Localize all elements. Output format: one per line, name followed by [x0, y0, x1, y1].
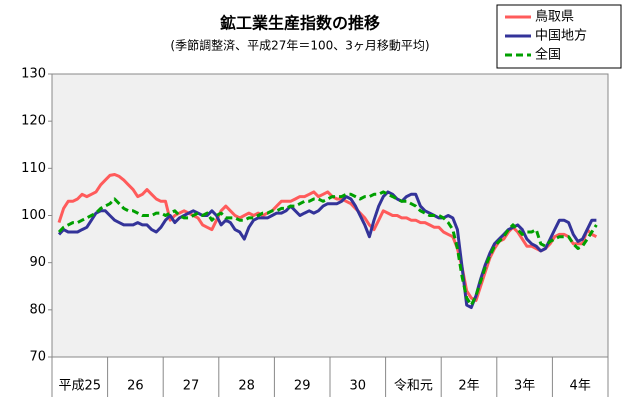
x-tick-label: 30	[350, 379, 367, 394]
plot-area	[51, 73, 609, 358]
y-tick-label: 100	[21, 208, 46, 223]
chart-subtitle: (季節調整済、平成27年＝100、3ヶ月移動平均)	[170, 38, 429, 53]
y-tick-label: 130	[21, 67, 46, 82]
legend-label: 鳥取県	[535, 10, 574, 25]
y-tick-label: 110	[21, 161, 46, 176]
x-tick-label: 令和元	[394, 379, 433, 394]
legend-label: 全国	[535, 47, 561, 63]
legend-label: 中国地方	[535, 28, 587, 44]
y-tick-label: 90	[29, 255, 46, 270]
x-tick-label: 29	[294, 379, 311, 394]
x-tick-label: 3年	[514, 379, 535, 394]
x-tick-label: 27	[183, 379, 200, 394]
x-tick-label: 2年	[458, 379, 479, 394]
y-tick-label: 70	[29, 350, 46, 365]
y-tick-label: 80	[29, 302, 46, 317]
x-tick-label: 4年	[570, 379, 591, 394]
x-tick-label: 28	[238, 379, 255, 394]
y-tick-label: 120	[21, 114, 46, 129]
series-line	[57, 190, 598, 307]
chart-title: 鉱工業生産指数の推移	[220, 14, 380, 33]
x-tick-label: 26	[127, 379, 144, 394]
x-tick-label: 平成25	[59, 379, 102, 394]
